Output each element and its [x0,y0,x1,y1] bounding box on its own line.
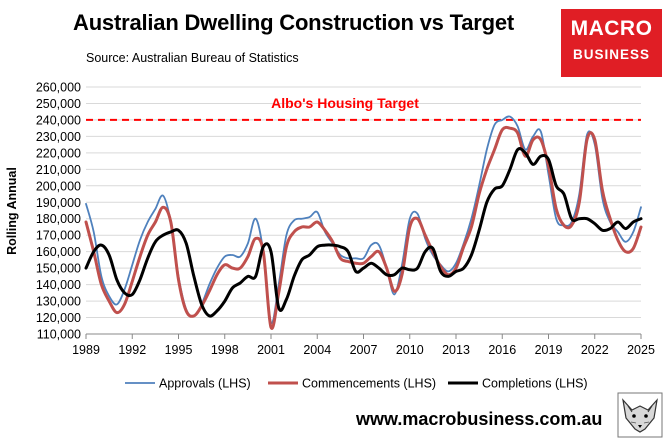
x-tick-label: 2019 [535,343,563,357]
y-tick-label: 250,000 [36,97,81,111]
x-tick-label: 2016 [488,343,516,357]
y-tick-label: 190,000 [36,196,81,210]
x-axis-tick-labels: 1989 1992 1995 1998 2001 2004 2007 2010 2013 2016… [72,334,655,357]
y-axis-label: Rolling Annual [5,167,19,255]
chart-legend: Approvals (LHS) Commencements (LHS) Comple… [125,377,588,391]
y-tick-label: 200,000 [36,179,81,193]
x-tick-label: 2010 [396,343,424,357]
brand-logo[interactable]: MACRO BUSINESS [561,9,662,77]
y-tick-label: 210,000 [36,163,81,177]
x-tick-label: 1995 [165,343,193,357]
y-tick-label: 170,000 [36,229,81,243]
y-tick-label: 220,000 [36,146,81,160]
y-tick-label: 120,000 [36,311,81,325]
target-label: Albo's Housing Target [271,95,419,111]
y-tick-label: 110,000 [37,328,81,342]
y-tick-label: 160,000 [36,245,81,259]
x-tick-label: 2007 [350,343,378,357]
logo-line-business: BUSINESS [572,47,651,62]
x-tick-label: 2025 [627,343,655,357]
series-layer [84,115,643,330]
website-url[interactable]: www.macrobusiness.com.au [356,409,603,429]
y-tick-label: 130,000 [36,295,81,309]
x-tick-label: 1992 [118,343,146,357]
y-tick-label: 230,000 [36,130,81,144]
y-tick-label: 240,000 [36,113,81,127]
y-axis-tick-labels: 110,000 120,000 130,000 140,000 150,000 160,0… [36,81,81,342]
legend-label: Completions (LHS) [482,377,588,391]
x-tick-label: 2004 [303,343,331,357]
chart-title: Australian Dwelling Construction vs Targ… [73,10,515,35]
x-tick-label: 1998 [211,343,239,357]
logo-line-macro: MACRO [570,17,653,40]
legend-label: Commencements (LHS) [302,377,436,391]
fox-mascot-icon [617,392,663,438]
x-tick-label: 2022 [581,343,609,357]
x-tick-label: 1989 [72,343,100,357]
y-tick-label: 150,000 [36,262,81,276]
y-tick-label: 140,000 [36,278,81,292]
x-tick-label: 2001 [257,343,285,357]
legend-label: Approvals (LHS) [159,377,251,391]
series-commencements-line [84,125,643,330]
series-completions-line [84,147,643,318]
y-tick-label: 260,000 [36,81,81,95]
y-tick-label: 180,000 [36,212,81,226]
chart-source: Source: Australian Bureau of Statistics [86,51,299,65]
x-tick-label: 2013 [442,343,470,357]
